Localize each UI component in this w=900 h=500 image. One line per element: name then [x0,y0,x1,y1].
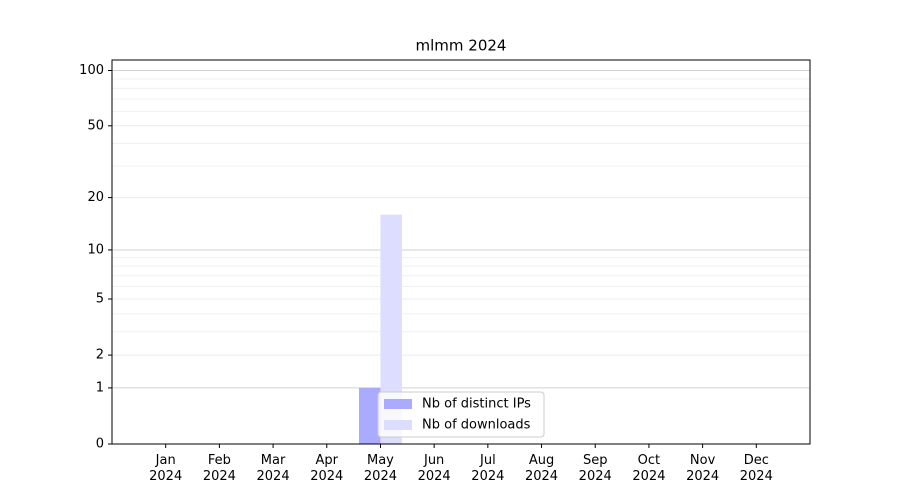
y-tick-label: 5 [96,291,104,306]
x-tick-label: Aug 2024 [524,453,559,484]
bar [380,214,402,444]
x-tick-label: Sep 2024 [578,453,612,484]
legend: Nb of distinct IPs Nb of downloads [377,391,545,438]
x-tick-label: Mar 2024 [256,453,290,484]
x-tick-label: Jan 2024 [149,453,183,484]
y-tick-label: 50 [87,118,104,133]
y-tick-label: 1 [96,380,104,395]
legend-frame [377,391,545,438]
x-tick-label: Jun 2024 [417,453,451,484]
y-tick-label: 2 [96,348,104,363]
y-tick-label: 20 [87,190,104,205]
grid [112,70,810,389]
x-tick-label: Oct 2024 [632,453,666,484]
legend-swatch [384,420,412,430]
x-tick-label: Apr 2024 [310,453,344,484]
x-tick-label: Jul 2024 [471,453,505,484]
x-tick-label: Dec 2024 [739,453,773,484]
y-tick-label: 10 [87,242,104,257]
x-tick-label: Nov 2024 [686,453,720,484]
plot-frame [111,59,811,445]
chart-title: mlmm 2024 [416,37,507,55]
legend-label: Nb of downloads [422,418,531,433]
y-tick-label: 100 [79,63,104,78]
x-tick-label: Feb 2024 [202,453,236,484]
legend-label: Nb of distinct IPs [422,397,531,412]
bar [358,387,381,444]
y-tick-label: 0 [96,437,104,452]
x-tick-label: May 2024 [363,453,397,484]
legend-swatch [384,399,412,409]
